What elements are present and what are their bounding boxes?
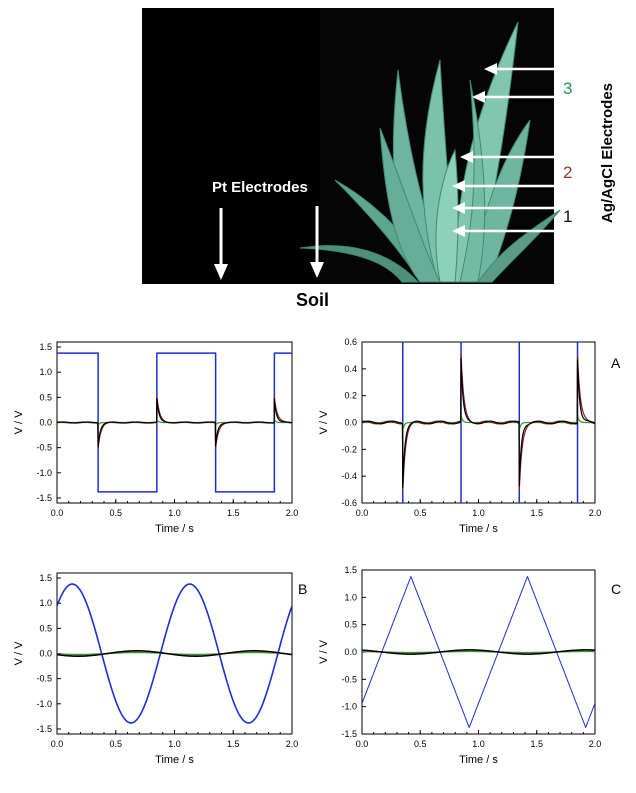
x-axis-label: Time / s — [155, 754, 194, 766]
x-tick-label: 1.5 — [530, 508, 543, 518]
x-tick-label: 0.5 — [414, 508, 427, 518]
y-tick-label: -1.5 — [36, 724, 52, 734]
arrowhead-3a — [484, 63, 497, 75]
y-axis-label: V / V — [318, 639, 330, 664]
pt-arrowhead-left — [214, 264, 228, 280]
y-tick-label: -0.5 — [341, 674, 357, 684]
y-tick-label: -0.4 — [341, 471, 357, 481]
y-axis-label: V / V — [318, 410, 330, 435]
plot-area — [57, 583, 292, 724]
y-tick-label: 1.5 — [39, 573, 52, 583]
y-tick-label: -1.0 — [341, 702, 357, 712]
x-tick-label: 0.5 — [414, 739, 427, 749]
x-tick-label: 0.5 — [109, 508, 122, 518]
pt-arrowhead-right — [310, 262, 324, 278]
x-tick-label: 1.0 — [168, 508, 181, 518]
x-tick-label: 0.0 — [356, 508, 369, 518]
chart-sine-wave: 0.0 0.5 1.0 1.5 2.0 -1.5 -1.0 -0.5 0.0 0.5 1.0 1.5 T… — [13, 572, 307, 766]
y-tick-label: 0.5 — [39, 392, 52, 402]
y-axis-label: V / V — [13, 641, 25, 666]
x-tick-label: 1.5 — [227, 508, 240, 518]
panel-label: B — [298, 581, 307, 597]
applied-voltage-series — [362, 576, 595, 728]
arrowhead-1a — [452, 202, 465, 214]
y-tick-label: 0.0 — [39, 418, 52, 428]
y-tick-label: -0.5 — [36, 674, 52, 684]
y-tick-label: 1.0 — [39, 367, 52, 377]
x-tick-label: 0.5 — [109, 739, 122, 749]
x-tick-label: 0.0 — [51, 739, 64, 749]
y-tick-label: 0.6 — [344, 337, 357, 347]
y-tick-label: 0.0 — [344, 647, 357, 657]
arrowhead-2b — [452, 180, 465, 192]
y-tick-label: -1.5 — [36, 493, 52, 503]
x-tick-label: 1.0 — [472, 508, 485, 518]
x-tick-label: 1.5 — [530, 739, 543, 749]
y-tick-label: -1.0 — [36, 699, 52, 709]
x-tick-label: 0.0 — [356, 739, 369, 749]
y-tick-label: -0.6 — [341, 498, 357, 508]
pair1-response-series — [362, 357, 595, 489]
x-tick-label: 1.5 — [227, 739, 240, 749]
arrowhead-1b — [452, 225, 465, 237]
y-tick-label: -1.0 — [36, 468, 52, 478]
y-tick-label: 1.0 — [39, 598, 52, 608]
x-tick-label: 2.0 — [286, 508, 299, 518]
applied-voltage-series — [57, 583, 292, 724]
x-axis-label: Time / s — [155, 523, 194, 535]
pair1-response-series — [57, 397, 292, 448]
pt-electrodes-label: Pt Electrodes — [212, 179, 308, 196]
y-tick-label: 0.5 — [344, 620, 357, 630]
pt-electrode-arrows — [214, 206, 324, 280]
chart-triangle-wave: 0.0 0.5 1.0 1.5 2.0 -1.5 -1.0 -0.5 0.0 0.5 1.0 1.5 T… — [318, 565, 621, 766]
x-tick-label: 1.0 — [168, 739, 181, 749]
electrode-number-1: 1 — [563, 207, 572, 226]
y-tick-label: 0.5 — [39, 623, 52, 633]
x-axis-label: Time / s — [459, 523, 498, 535]
electrode-photo: Pt Electrodes Soil 3 2 1 Ag/AgCl Electro… — [142, 8, 616, 310]
arrowhead-2a — [460, 151, 473, 163]
y-tick-label: 1.5 — [39, 342, 52, 352]
y-tick-label: 1.5 — [344, 565, 357, 575]
y-tick-label: 0.2 — [344, 391, 357, 401]
x-tick-label: 1.0 — [472, 739, 485, 749]
plot-area — [362, 576, 595, 728]
y-tick-label: 0.0 — [344, 418, 357, 428]
x-tick-label: 2.0 — [286, 739, 299, 749]
soil-label: Soil — [296, 290, 329, 310]
arrowhead-3b — [472, 91, 485, 103]
panel-label: C — [611, 581, 621, 597]
y-tick-label: 1.0 — [344, 592, 357, 602]
y-tick-label: -0.2 — [341, 444, 357, 454]
aloe-plant-illustration — [299, 21, 561, 283]
x-tick-label: 2.0 — [589, 739, 602, 749]
panel-label: A — [611, 355, 621, 371]
y-tick-label: 0.4 — [344, 364, 357, 374]
plot-area — [57, 352, 292, 493]
pair1-response-series — [57, 650, 292, 657]
x-tick-label: 2.0 — [589, 508, 602, 518]
agagcl-electrodes-label: Ag/AgCl Electrodes — [599, 83, 616, 223]
chart-square-wave-full: 0.0 0.5 1.0 1.5 2.0 -1.5 -1.0 -0.5 0.0 0.5 1.0 1.5 T… — [13, 341, 299, 535]
chart-square-wave-zoom: 0.0 0.5 1.0 1.5 2.0 -0.6 -0.4 -0.2 0.0 0.2 0.4 0.6 T… — [318, 337, 621, 535]
y-tick-label: -1.5 — [341, 729, 357, 739]
y-tick-label: -0.5 — [36, 443, 52, 453]
x-axis-label: Time / s — [459, 754, 498, 766]
pair1-response-series — [362, 649, 595, 655]
y-tick-label: 0.0 — [39, 649, 52, 659]
plot-area — [362, 342, 595, 503]
x-tick-label: 0.0 — [51, 508, 64, 518]
y-axis-label: V / V — [13, 410, 25, 435]
electrode-number-2: 2 — [563, 163, 572, 182]
electrode-number-3: 3 — [563, 79, 572, 98]
agagcl-electrode-arrows — [452, 63, 556, 237]
